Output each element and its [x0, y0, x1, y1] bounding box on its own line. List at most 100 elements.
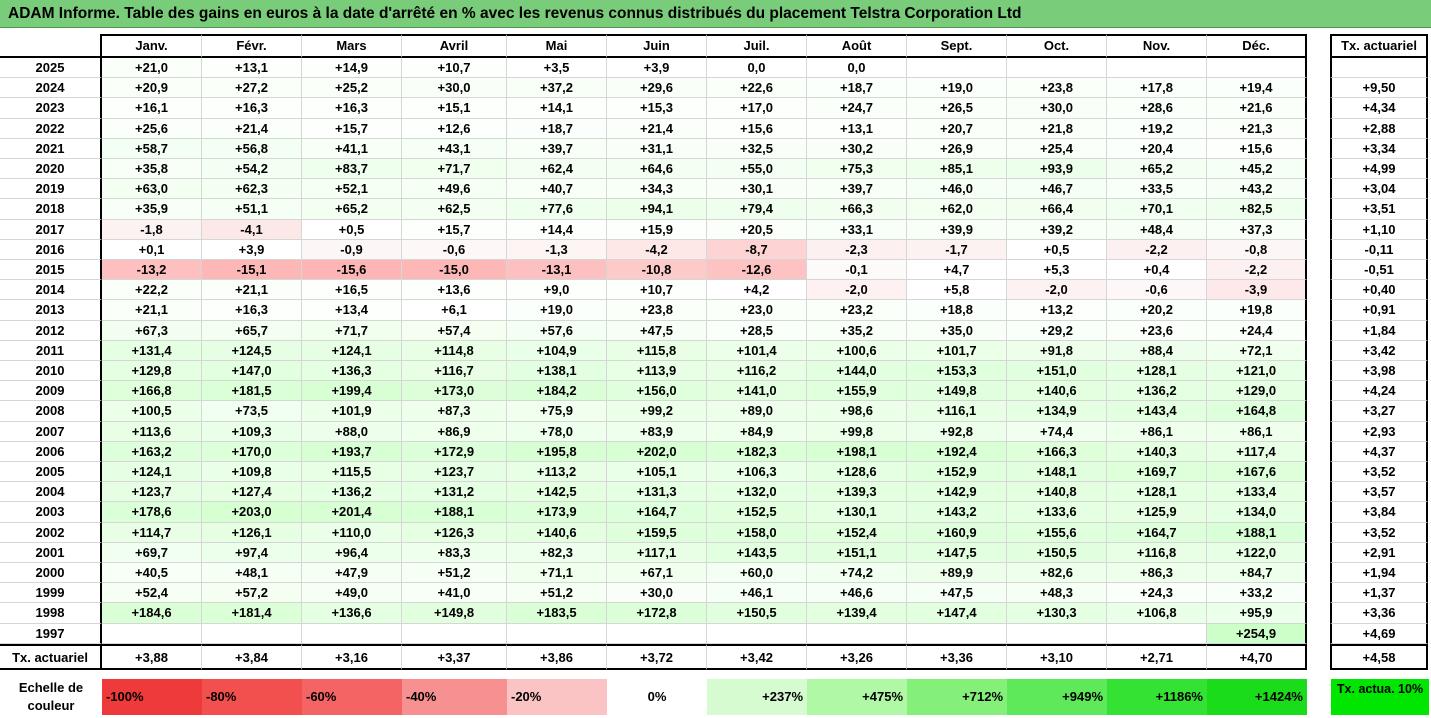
value-cell: +19,8	[1207, 300, 1307, 321]
value-cell: +82,5	[1207, 199, 1307, 220]
value-cell: +28,6	[1107, 98, 1207, 119]
value-cell: +95,9	[1207, 603, 1307, 624]
value-cell: +153,3	[907, 361, 1007, 382]
value-cell: -1,7	[907, 239, 1007, 260]
value-cell: +25,6	[102, 118, 202, 139]
value-cell: +52,1	[302, 179, 402, 200]
value-cell: +96,4	[302, 542, 402, 563]
rate-cell: +9,50	[1330, 78, 1428, 99]
rate-cell: +3,27	[1330, 401, 1428, 422]
value-cell: +140,3	[1107, 441, 1207, 462]
value-cell: +73,5	[202, 401, 302, 422]
value-cell: +16,3	[302, 98, 402, 119]
value-cell: +116,8	[1107, 542, 1207, 563]
value-cell: +140,6	[1007, 381, 1107, 402]
value-cell: +66,3	[807, 199, 907, 220]
value-cell: -2,0	[807, 280, 907, 301]
value-cell: +69,7	[102, 542, 202, 563]
legend-step: -100%	[102, 679, 202, 715]
value-cell: +166,8	[102, 381, 202, 402]
value-cell: +9,0	[507, 280, 607, 301]
value-cell: +129,0	[1207, 381, 1307, 402]
value-cell: +74,2	[807, 563, 907, 584]
year-cell: 1997	[0, 623, 102, 644]
value-cell: +70,1	[1107, 199, 1207, 220]
value-cell: +41,0	[402, 583, 507, 604]
value-cell: +198,1	[807, 441, 907, 462]
value-cell: +19,0	[507, 300, 607, 321]
footer-value-cell: +3,36	[907, 643, 1007, 670]
rate-cell: +2,93	[1330, 421, 1428, 442]
rate-cell: +1,37	[1330, 583, 1428, 604]
value-cell: +148,1	[1007, 462, 1107, 483]
value-cell	[1107, 623, 1207, 644]
rate-cell: +3,52	[1330, 462, 1428, 483]
table-row: 2015 -13,2 -15,1 -15,6 -15,0 -13,1 -10,8 -12,6-…	[0, 260, 1431, 281]
value-cell: +3,9	[202, 239, 302, 260]
value-cell: -4,1	[202, 219, 302, 240]
rate-cell: +3,98	[1330, 361, 1428, 382]
value-cell: +166,3	[1007, 441, 1107, 462]
value-cell: +47,5	[607, 320, 707, 341]
value-cell: +62,3	[202, 179, 302, 200]
value-cell: +136,3	[302, 361, 402, 382]
value-cell: +30,0	[402, 78, 507, 99]
legend-step: -60%	[302, 679, 402, 715]
value-cell: +54,2	[202, 159, 302, 180]
value-cell: +39,7	[807, 179, 907, 200]
table-row: 2018 +35,9 +51,1 +65,2 +62,5 +77,6 +94,1 +79,4 +…	[0, 199, 1431, 220]
value-cell: +27,2	[202, 78, 302, 99]
value-cell: +47,5	[907, 583, 1007, 604]
footer-value-cell: +4,70	[1207, 643, 1307, 670]
value-cell: -1,8	[102, 219, 202, 240]
value-cell: +26,5	[907, 98, 1007, 119]
value-cell: +100,6	[807, 340, 907, 361]
rate-cell: +4,99	[1330, 159, 1428, 180]
value-cell: +101,4	[707, 340, 807, 361]
table-row: 2023 +16,1 +16,3 +16,3 +15,1 +14,1 +15,3 +17,0 +…	[0, 98, 1431, 119]
value-cell: +143,5	[707, 542, 807, 563]
value-cell: +13,4	[302, 300, 402, 321]
value-cell: +202,0	[607, 441, 707, 462]
value-cell: +136,6	[302, 603, 402, 624]
value-cell: +85,1	[907, 159, 1007, 180]
value-cell: +83,9	[607, 421, 707, 442]
value-cell: +83,7	[302, 159, 402, 180]
value-cell: +18,8	[907, 300, 1007, 321]
value-cell: +62,5	[402, 199, 507, 220]
table-row: 2007 +113,6 +109,3 +88,0 +86,9 +78,0 +83,9 +84,…	[0, 421, 1431, 442]
value-cell: +41,1	[302, 138, 402, 159]
value-cell: +113,2	[507, 462, 607, 483]
value-cell: -15,6	[302, 260, 402, 281]
month-header: Déc.	[1207, 34, 1307, 58]
value-cell: +64,6	[607, 159, 707, 180]
value-cell	[402, 623, 507, 644]
table-row: 2000 +40,5 +48,1 +47,9 +51,2 +71,1 +67,1 +60,0 +…	[0, 563, 1431, 584]
value-cell: +49,6	[402, 179, 507, 200]
value-cell: +33,5	[1107, 179, 1207, 200]
footer-value-cell: +3,42	[707, 643, 807, 670]
table-row: 2017 -1,8 -4,1 +0,5 +15,7 +14,4 +15,9 +20,5 +33,…	[0, 219, 1431, 240]
month-header: Nov.	[1107, 34, 1207, 58]
value-cell: +46,1	[707, 583, 807, 604]
value-cell: +182,3	[707, 441, 807, 462]
value-cell: +86,1	[1207, 421, 1307, 442]
footer-value-cell: +3,72	[607, 643, 707, 670]
table-row: 1998 +184,6 +181,4 +136,6 +149,8 +183,5 +172,8…	[0, 603, 1431, 624]
table-row: 2005 +124,1 +109,8 +115,5 +123,7 +113,2 +105,1…	[0, 462, 1431, 483]
value-cell: +58,7	[102, 138, 202, 159]
value-cell: +72,1	[1207, 340, 1307, 361]
value-cell: +188,1	[402, 502, 507, 523]
footer-value-cell: +3,10	[1007, 643, 1107, 670]
value-cell: +75,9	[507, 401, 607, 422]
value-cell: +32,5	[707, 138, 807, 159]
value-cell: +151,1	[807, 542, 907, 563]
table-row: 2016 +0,1 +3,9 -0,9 -0,6 -1,3 -4,2 -8,7 -2,3 -1,7…	[0, 239, 1431, 260]
year-cell: 2021	[0, 138, 102, 159]
month-header: Févr.	[202, 34, 302, 58]
value-cell: +0,5	[1007, 239, 1107, 260]
value-cell: +164,7	[1107, 522, 1207, 543]
value-cell: +30,0	[607, 583, 707, 604]
value-cell: +23,8	[1007, 78, 1107, 99]
rate-cell: +3,84	[1330, 502, 1428, 523]
